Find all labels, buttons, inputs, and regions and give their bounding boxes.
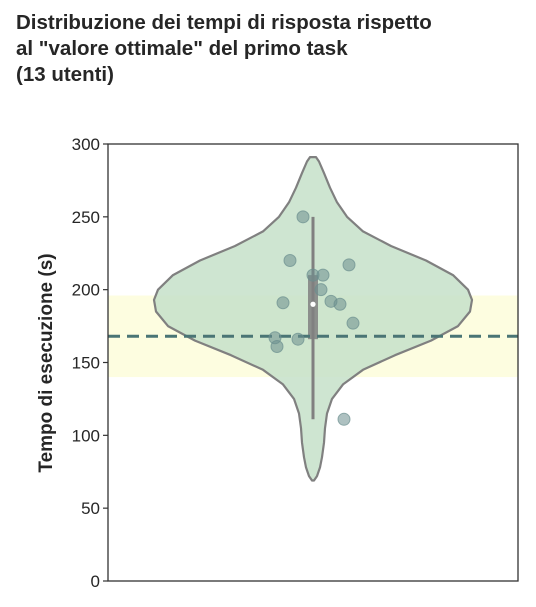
y-tick-label: 50 bbox=[81, 499, 100, 518]
y-tick-label: 0 bbox=[91, 572, 100, 591]
median-marker bbox=[310, 301, 316, 307]
chart-title: Distribuzione dei tempi di risposta risp… bbox=[16, 11, 432, 86]
y-tick-label: 100 bbox=[72, 426, 100, 445]
data-point bbox=[314, 283, 328, 297]
data-point bbox=[291, 332, 305, 346]
y-tick-label: 300 bbox=[72, 135, 100, 154]
data-point bbox=[306, 268, 320, 282]
data-point bbox=[337, 412, 351, 426]
iqr-box bbox=[308, 275, 318, 340]
data-point bbox=[346, 316, 360, 330]
data-point bbox=[333, 297, 347, 311]
data-point bbox=[296, 210, 310, 224]
data-point bbox=[276, 296, 290, 310]
y-axis-label: Tempo di esecuzione (s) bbox=[36, 253, 57, 472]
y-tick-label: 200 bbox=[72, 281, 100, 300]
data-point bbox=[342, 258, 356, 272]
data-point bbox=[270, 339, 284, 353]
data-point bbox=[283, 254, 297, 268]
y-tick-label: 250 bbox=[72, 208, 100, 227]
y-tick-label: 150 bbox=[72, 354, 100, 373]
